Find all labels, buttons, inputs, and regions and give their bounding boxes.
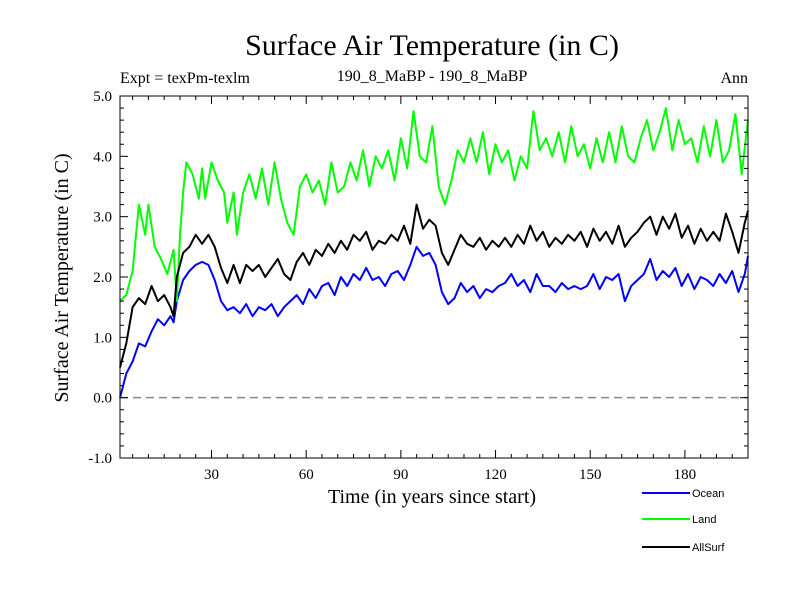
legend: Ocean Land AllSurf [642, 488, 725, 554]
axes-layer: 30 60 90 120 150 180 -1.0 0.0 1.0 2.0 3.0 4.0 5.0 [88, 89, 749, 483]
x-tick-label: 150 [579, 467, 602, 483]
series-line-ocean [119, 245, 749, 398]
y-tick-label: 0.0 [93, 391, 112, 407]
y-axis-label: Surface Air Temperature (in C) [51, 153, 73, 402]
y-tick-label: -1.0 [88, 451, 112, 467]
subtitle-left: Expt = texPm-texlm [120, 70, 250, 87]
x-tick-label: 120 [484, 467, 507, 483]
x-tick-label: 30 [204, 467, 219, 483]
legend-label-allsurf: AllSurf [692, 542, 725, 554]
x-tick-label: 90 [393, 467, 408, 483]
legend-label-land: Land [692, 514, 716, 526]
y-tick-label: 2.0 [93, 270, 112, 286]
x-tick-label: 180 [674, 467, 697, 483]
chart-title: Surface Air Temperature (in C) [245, 29, 619, 62]
y-tick-label: 5.0 [93, 89, 112, 105]
legend-label-ocean: Ocean [692, 488, 724, 500]
x-axis-label: Time (in years since start) [328, 486, 536, 508]
series-line-land [119, 107, 749, 303]
series-layer [119, 107, 749, 398]
subtitle-center: 190_8_MaBP - 190_8_MaBP [337, 68, 528, 85]
y-tick-label: 1.0 [93, 330, 112, 346]
x-tick-label: 60 [299, 467, 314, 483]
y-tick-label: 4.0 [93, 149, 112, 165]
subtitle-right: Ann [720, 70, 748, 87]
series-line-allsurf [119, 203, 749, 368]
y-tick-label: 3.0 [93, 210, 112, 226]
